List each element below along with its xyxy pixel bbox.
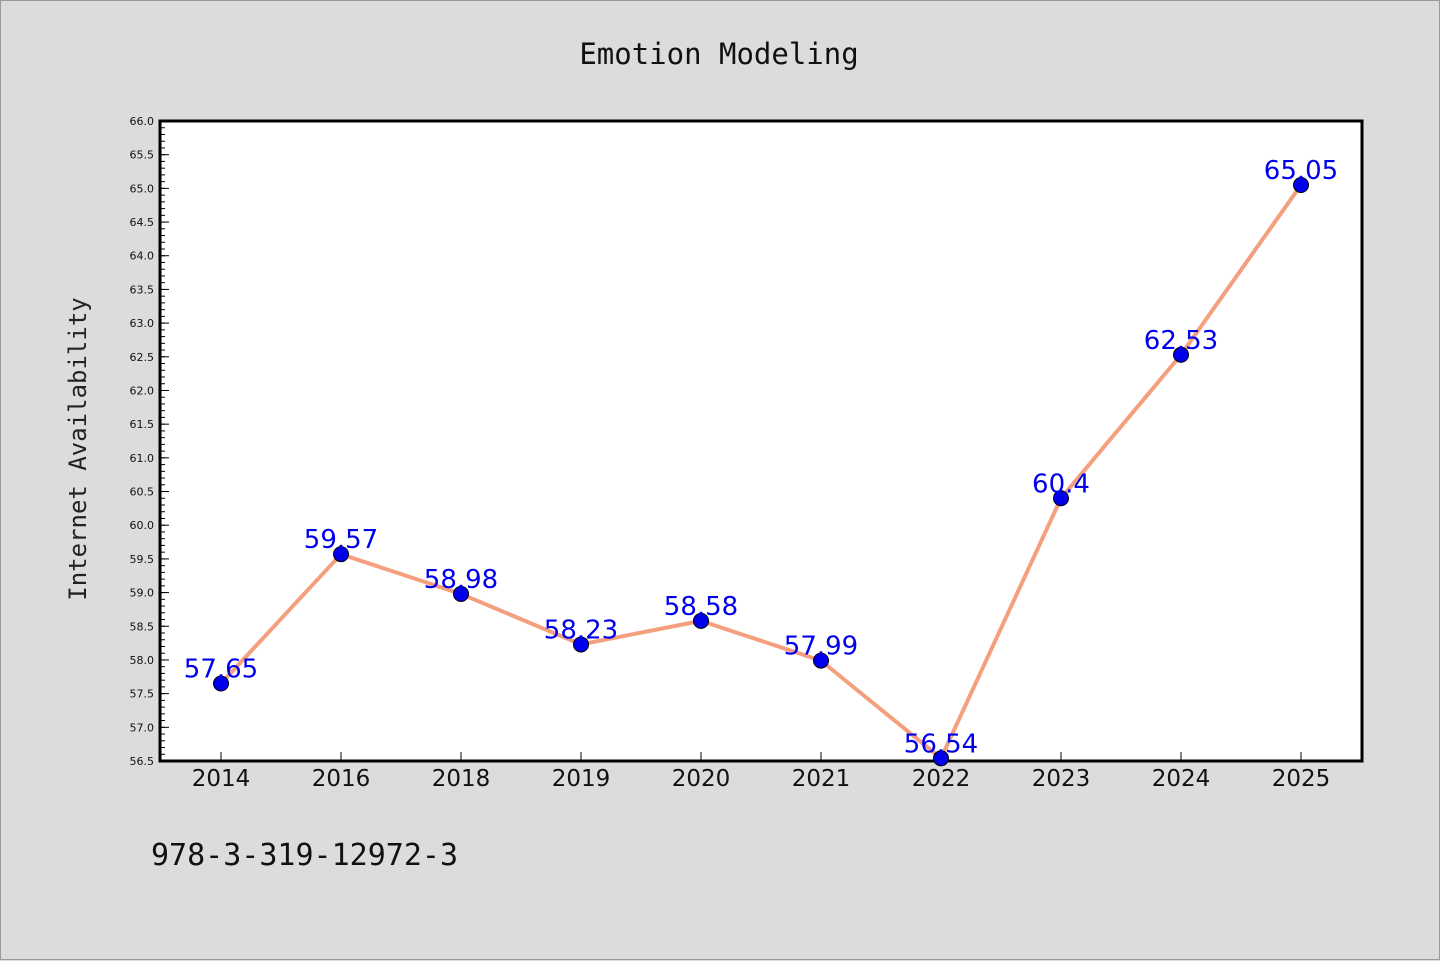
data-point <box>333 546 349 563</box>
y-tick-label: 57.5 <box>130 688 155 701</box>
y-tick-label: 56.5 <box>130 755 155 768</box>
x-tick-label: 2024 <box>1152 766 1211 792</box>
data-point <box>1053 490 1069 507</box>
y-tick-label: 60.5 <box>130 486 155 499</box>
data-point <box>1173 346 1189 363</box>
x-tick-label: 2016 <box>312 766 371 792</box>
y-tick-label: 59.5 <box>130 553 155 566</box>
data-label: 62.53 <box>1144 326 1218 356</box>
y-tick-label: 64.0 <box>130 250 155 263</box>
data-label: 65.05 <box>1264 156 1338 186</box>
data-point <box>1293 177 1309 193</box>
data-label: 58.98 <box>424 565 498 595</box>
y-tick-label: 66.0 <box>130 115 155 128</box>
x-tick-label: 2014 <box>192 766 251 792</box>
data-label: 57.65 <box>184 655 258 685</box>
y-tick-label: 65.0 <box>130 182 155 195</box>
y-tick-label: 64.5 <box>130 216 155 229</box>
data-point <box>453 585 469 602</box>
data-point <box>213 675 229 692</box>
x-tick-label: 2025 <box>1272 766 1331 792</box>
data-label: 59.57 <box>304 525 378 555</box>
y-tick-label: 61.0 <box>130 452 155 465</box>
y-tick-label: 63.5 <box>130 283 155 296</box>
data-label: 57.99 <box>784 632 858 662</box>
x-tick-label: 2023 <box>1032 766 1091 792</box>
series-line-group <box>219 183 1303 761</box>
y-tick-label: 60.0 <box>130 519 155 532</box>
data-label: 58.58 <box>664 592 738 622</box>
x-tick-label: 2021 <box>792 766 851 792</box>
data-point <box>933 750 949 767</box>
y-tick-label: 57.0 <box>130 721 155 734</box>
x-tick-label: 2019 <box>552 766 611 792</box>
y-tick-label: 62.5 <box>130 351 155 364</box>
y-tick-label: 62.0 <box>130 384 155 397</box>
x-tick-label: 2018 <box>432 766 491 792</box>
y-axis-label: Internet Availability <box>64 297 92 600</box>
y-tick-label: 61.5 <box>130 418 155 431</box>
data-labels-group: 57.65 59.57 58.98 58.23 58.58 57.99 56.54 60.4 6… <box>184 156 1338 759</box>
data-point <box>693 612 709 629</box>
y-tick-label: 58.0 <box>130 654 155 667</box>
plot-area <box>158 119 1364 763</box>
series-line <box>219 183 1303 761</box>
y-tick-label: 63.0 <box>130 317 155 330</box>
y-tick-label: 58.5 <box>130 620 155 633</box>
y-axis: 56.5 57.0 57.5 58.0 58.5 59.0 59.5 60.0 60.5 61.0… <box>130 115 169 768</box>
data-label: 58.23 <box>544 615 618 645</box>
x-tick-label: 2020 <box>672 766 731 792</box>
chart-title: Emotion Modeling <box>579 37 858 71</box>
data-point <box>573 636 589 653</box>
data-point <box>813 652 829 669</box>
x-axis: 2014 2016 2018 2019 2020 2021 2022 2023 2024 2025 <box>192 752 1331 792</box>
y-tick-label: 59.0 <box>130 587 155 600</box>
x-tick-label: 2022 <box>912 766 971 792</box>
markers-group <box>213 177 1309 767</box>
data-label: 60.4 <box>1032 469 1090 499</box>
y-tick-label: 65.5 <box>130 149 155 162</box>
data-label: 56.54 <box>904 729 978 759</box>
footer-isbn: 978-3-319-12972-3 <box>151 838 458 873</box>
